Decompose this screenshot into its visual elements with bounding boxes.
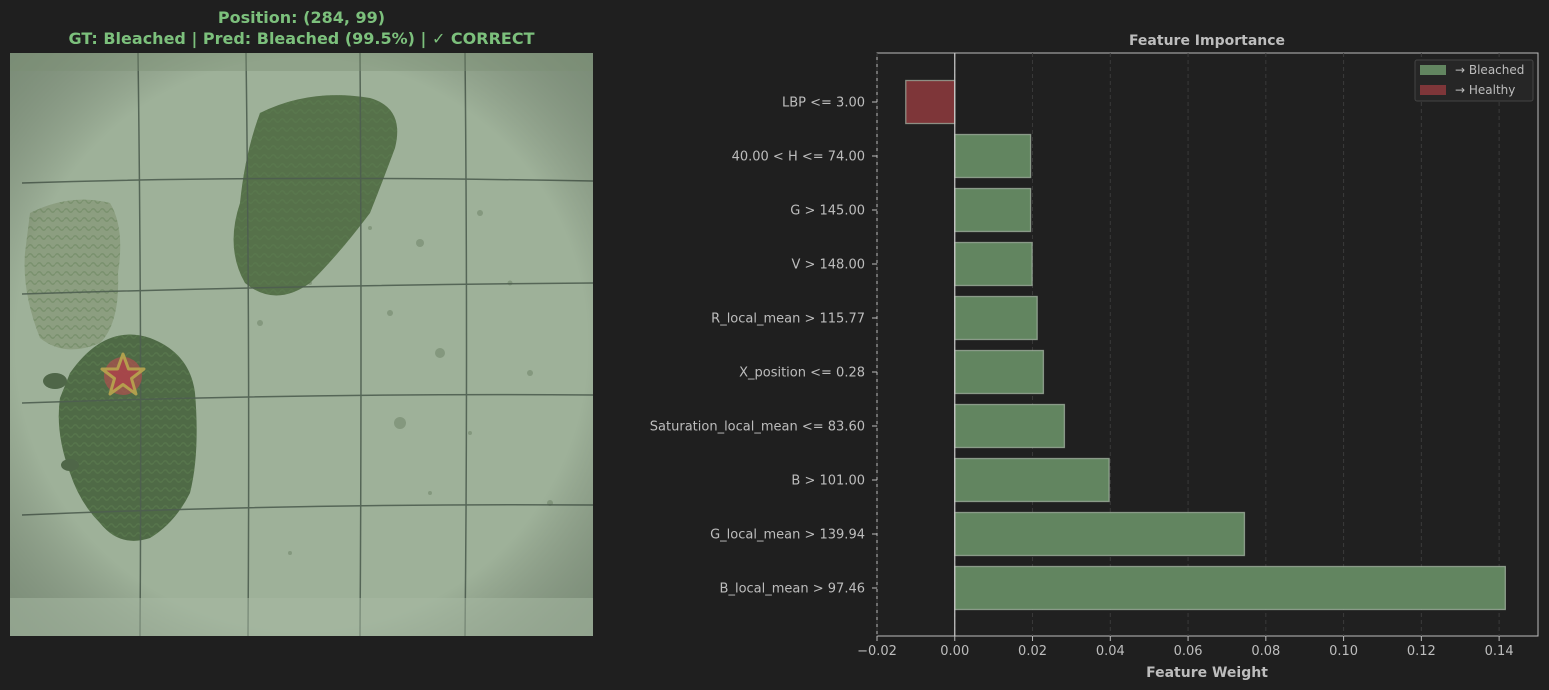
y-tick-label: V > 148.00 [791, 258, 865, 273]
y-tick-label: LBP <= 3.00 [782, 96, 865, 111]
y-tick-label: X_position <= 0.28 [739, 366, 865, 381]
y-tick-label: B > 101.00 [791, 474, 865, 489]
x-tick-label: 0.06 [1174, 644, 1203, 659]
y-tick-label: R_local_mean > 115.77 [711, 312, 865, 327]
bar-9 [954, 565, 1506, 611]
bar-5 [954, 349, 1045, 395]
bar-0 [905, 79, 956, 125]
legend-swatch-bleached [1420, 65, 1446, 75]
y-tick-label: Saturation_local_mean <= 83.60 [650, 420, 865, 435]
y-tick-label: B_local_mean > 97.46 [720, 582, 865, 597]
x-axis-label: Feature Weight [1146, 665, 1268, 681]
y-tick-label: 40.00 < H <= 74.00 [732, 150, 865, 165]
y-tick-label: G > 145.00 [790, 204, 865, 219]
bar-2 [954, 187, 1032, 233]
prediction-title: GT: Bleached | Pred: Bleached (99.5%) | … [68, 29, 535, 48]
position-title: Position: (284, 99) [217, 8, 386, 27]
x-tick-label: 0.10 [1329, 644, 1358, 659]
y-tick-label: G_local_mean > 139.94 [710, 528, 865, 543]
legend-label-healthy: → Healthy [1455, 83, 1515, 97]
x-tick-label: 0.04 [1096, 644, 1125, 659]
x-tick-label: 0.08 [1251, 644, 1280, 659]
bar-4 [954, 295, 1038, 341]
star-icon [100, 352, 146, 396]
legend: → Bleached → Healthy [1414, 59, 1534, 102]
bar-8 [954, 511, 1246, 557]
x-tick-label: 0.00 [940, 644, 969, 659]
x-tick-label: 0.12 [1407, 644, 1436, 659]
bar-1 [954, 133, 1032, 179]
x-tick-label: 0.02 [1018, 644, 1047, 659]
x-tick-label: −0.02 [857, 644, 897, 659]
bar-6 [954, 403, 1066, 449]
legend-label-bleached: → Bleached [1455, 63, 1524, 77]
bar-7 [954, 457, 1110, 503]
bar-3 [954, 241, 1033, 287]
image-panel: Position: (284, 99) GT: Bleached | Pred:… [0, 0, 604, 690]
chart-title: Feature Importance [1129, 33, 1285, 49]
x-tick-label: 0.14 [1485, 644, 1514, 659]
legend-swatch-healthy [1420, 85, 1446, 95]
coral-quadrat-image [10, 53, 593, 636]
